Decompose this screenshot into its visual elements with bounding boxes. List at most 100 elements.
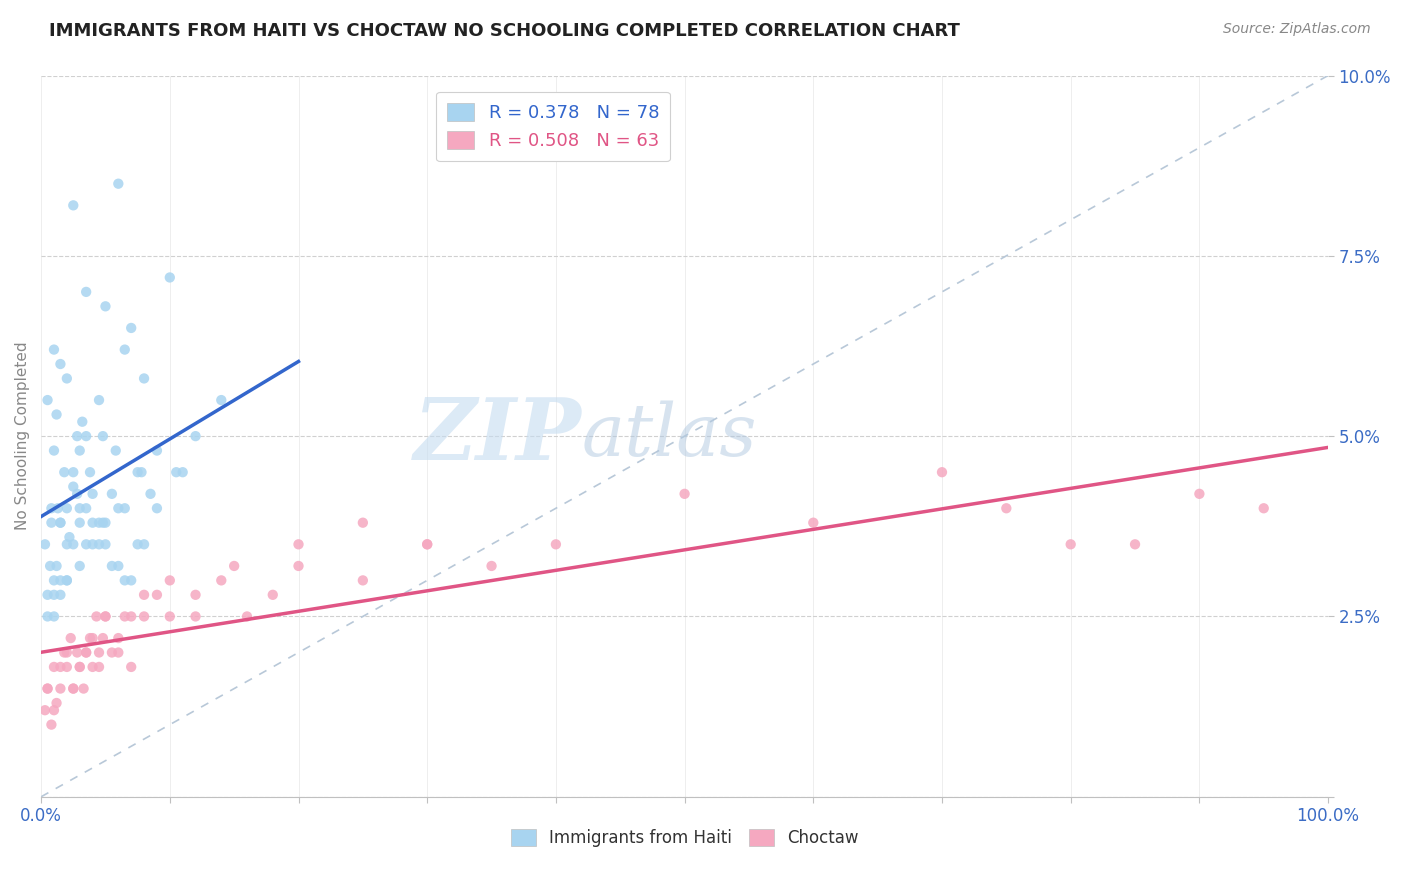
Point	[87, 646, 110, 660]
Point	[1123, 537, 1146, 551]
Point	[104, 443, 127, 458]
Point	[82, 537, 104, 551]
Point	[107, 646, 129, 660]
Point	[53, 646, 76, 660]
Point	[34, 703, 56, 717]
Point	[37, 681, 59, 696]
Point	[72, 681, 94, 696]
Point	[75, 285, 97, 299]
Point	[37, 588, 59, 602]
Point	[146, 443, 169, 458]
Point	[69, 660, 91, 674]
Point	[49, 516, 72, 530]
Point	[94, 609, 117, 624]
Point	[39, 558, 62, 573]
Point	[75, 501, 97, 516]
Point	[41, 501, 63, 516]
Point	[287, 537, 309, 551]
Point	[87, 537, 110, 551]
Point	[132, 609, 155, 624]
Point	[94, 516, 117, 530]
Point	[262, 588, 284, 602]
Point	[673, 487, 696, 501]
Point	[59, 631, 82, 645]
Point	[49, 681, 72, 696]
Point	[69, 660, 91, 674]
Point	[69, 443, 91, 458]
Point	[107, 558, 129, 573]
Point	[41, 717, 63, 731]
Point	[42, 588, 65, 602]
Point	[69, 501, 91, 516]
Point	[801, 516, 824, 530]
Point	[46, 501, 69, 516]
Point	[94, 299, 117, 313]
Point	[184, 609, 207, 624]
Point	[56, 537, 79, 551]
Point	[62, 681, 84, 696]
Point	[56, 574, 79, 588]
Point	[75, 429, 97, 443]
Point	[416, 537, 439, 551]
Point	[107, 631, 129, 645]
Point	[82, 660, 104, 674]
Point	[1253, 501, 1275, 516]
Point	[75, 537, 97, 551]
Point	[146, 588, 169, 602]
Point	[159, 609, 181, 624]
Point	[66, 487, 89, 501]
Text: atlas: atlas	[582, 401, 758, 471]
Point	[101, 487, 124, 501]
Point	[107, 177, 129, 191]
Point	[49, 357, 72, 371]
Point	[56, 646, 79, 660]
Point	[1188, 487, 1211, 501]
Point	[53, 465, 76, 479]
Point	[101, 646, 124, 660]
Point	[120, 574, 142, 588]
Point	[159, 270, 181, 285]
Point	[224, 558, 246, 573]
Point	[69, 558, 91, 573]
Point	[287, 558, 309, 573]
Point	[49, 588, 72, 602]
Point	[62, 537, 84, 551]
Point	[42, 609, 65, 624]
Point	[79, 631, 101, 645]
Point	[87, 660, 110, 674]
Point	[209, 393, 232, 408]
Point	[114, 501, 136, 516]
Point	[127, 537, 149, 551]
Point	[58, 530, 80, 544]
Point	[49, 660, 72, 674]
Point	[120, 609, 142, 624]
Point	[72, 415, 94, 429]
Point	[42, 574, 65, 588]
Y-axis label: No Schooling Completed: No Schooling Completed	[15, 342, 30, 531]
Point	[159, 574, 181, 588]
Point	[56, 660, 79, 674]
Point	[66, 646, 89, 660]
Point	[56, 371, 79, 385]
Point	[87, 393, 110, 408]
Point	[42, 443, 65, 458]
Point	[45, 558, 67, 573]
Point	[42, 660, 65, 674]
Point	[172, 465, 194, 479]
Point	[931, 465, 953, 479]
Point	[91, 429, 114, 443]
Point	[416, 537, 439, 551]
Point	[165, 465, 187, 479]
Point	[131, 465, 153, 479]
Point	[56, 501, 79, 516]
Point	[114, 609, 136, 624]
Point	[184, 588, 207, 602]
Point	[101, 558, 124, 573]
Point	[66, 429, 89, 443]
Point	[94, 609, 117, 624]
Point	[127, 465, 149, 479]
Point	[132, 371, 155, 385]
Point	[91, 631, 114, 645]
Point	[79, 465, 101, 479]
Point	[75, 646, 97, 660]
